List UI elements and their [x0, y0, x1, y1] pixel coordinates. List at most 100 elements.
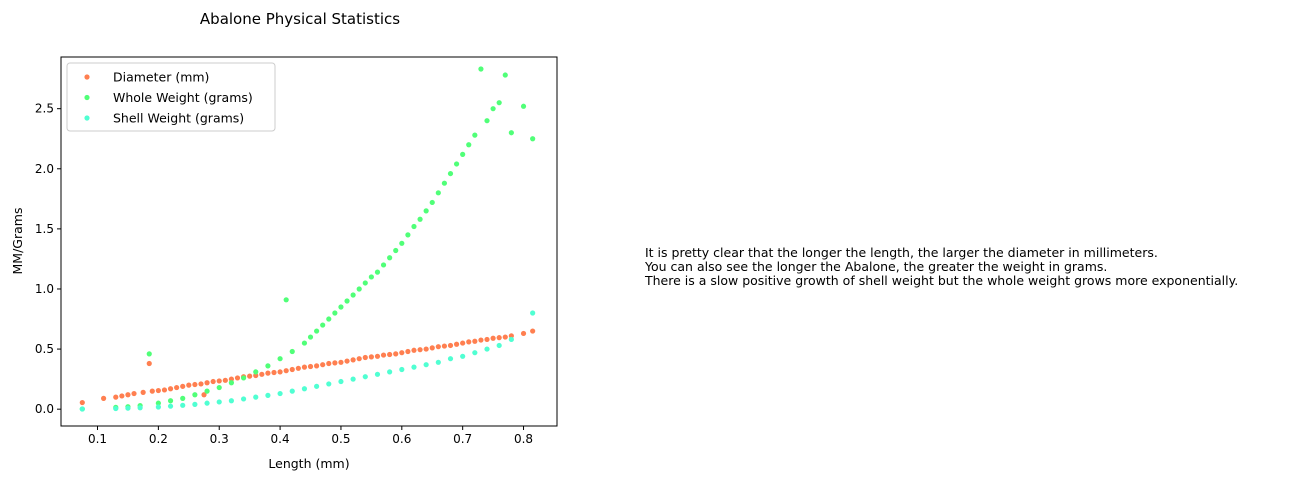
scatter-point — [320, 362, 326, 368]
x-tick-label: 0.4 — [271, 432, 290, 446]
scatter-point — [423, 346, 429, 352]
scatter-point — [277, 390, 283, 397]
scatter-point — [204, 400, 210, 406]
scatter-point — [447, 342, 454, 349]
legend-label: Whole Weight (grams) — [113, 90, 253, 105]
scatter-point — [435, 344, 441, 350]
scatter-point — [405, 232, 411, 238]
y-tick-label: 1.5 — [35, 222, 54, 236]
scatter-point — [530, 310, 536, 316]
legend-marker — [84, 115, 90, 121]
scatter-point — [520, 330, 527, 337]
scatter-point — [472, 132, 478, 138]
scatter-point — [374, 269, 381, 275]
scatter-point — [484, 346, 490, 352]
scatter-point — [301, 364, 308, 370]
plot-area — [79, 66, 536, 412]
commentary-text: It is pretty clear that the longer the l… — [645, 246, 1238, 288]
scatter-point — [228, 380, 234, 386]
series-3 — [79, 310, 536, 412]
scatter-point — [155, 387, 161, 394]
scatter-point — [387, 255, 393, 261]
scatter-point — [131, 390, 137, 397]
legend: Diameter (mm) Whole Weight (grams) Shell W… — [66, 62, 276, 132]
scatter-point — [289, 348, 295, 355]
scatter-point — [338, 378, 344, 385]
scatter-point — [393, 247, 399, 254]
scatter-point — [368, 274, 374, 280]
scatter-point — [161, 387, 168, 393]
scatter-point — [204, 380, 210, 386]
scatter-point — [453, 341, 460, 347]
legend-label: Shell Weight (grams) — [113, 111, 244, 126]
scatter-point — [210, 378, 216, 385]
scatter-point — [277, 356, 283, 362]
legend-entries: Diameter (mm) Whole Weight (grams) Shell W… — [84, 70, 253, 126]
scatter-point — [496, 342, 502, 349]
scatter-point — [204, 388, 210, 394]
scatter-point — [417, 216, 423, 222]
scatter-point — [429, 199, 435, 206]
scatter-point — [387, 369, 393, 375]
scatter-point — [253, 394, 259, 400]
legend-box — [66, 62, 276, 132]
scatter-point — [167, 398, 174, 404]
scatter-point — [146, 351, 152, 357]
scatter-point — [496, 100, 502, 106]
scatter-point — [338, 304, 344, 310]
scatter-point — [405, 348, 411, 355]
x-tick-label: 0.2 — [149, 432, 168, 446]
scatter-point — [265, 363, 271, 369]
scatter-point — [429, 345, 435, 351]
scatter-point — [79, 406, 85, 412]
scatter-point — [140, 389, 146, 395]
x-tick-label: 0.6 — [392, 432, 411, 446]
scatter-point — [125, 405, 131, 411]
scatter-point — [216, 399, 222, 405]
y-tick-label: 1.0 — [35, 282, 54, 296]
scatter-point — [453, 161, 460, 167]
scatter-point — [387, 351, 393, 358]
commentary-line-1: It is pretty clear that the longer the l… — [645, 245, 1158, 260]
scatter-point — [484, 336, 490, 343]
scatter-point — [240, 396, 247, 402]
y-tick-label: 0.5 — [35, 342, 54, 356]
x-tick-label: 0.7 — [453, 432, 472, 446]
scatter-point — [79, 399, 85, 406]
scatter-point — [472, 338, 478, 344]
scatter-point — [502, 334, 508, 340]
scatter-point — [344, 298, 350, 304]
scatter-point — [362, 354, 368, 361]
scatter-point — [314, 363, 320, 369]
scatter-point — [125, 392, 131, 398]
scatter-point — [484, 118, 490, 124]
scatter-point — [216, 378, 222, 384]
scatter-point — [344, 358, 350, 364]
x-axis-label: Length (mm) — [268, 456, 349, 471]
scatter-point — [447, 170, 454, 177]
scatter-point — [490, 335, 496, 341]
scatter-point — [277, 369, 283, 375]
scatter-point — [356, 356, 362, 362]
scatter-point — [320, 322, 326, 328]
scatter-point — [113, 394, 119, 400]
scatter-point — [466, 142, 472, 148]
scatter-point — [508, 336, 514, 343]
scatter-point — [332, 360, 338, 366]
scatter-point — [423, 208, 429, 214]
scatter-point — [283, 368, 289, 374]
scatter-point — [247, 373, 253, 379]
scatter-point — [301, 340, 308, 346]
scatter-point — [350, 292, 356, 298]
legend-marker — [84, 94, 90, 101]
scatter-point — [508, 333, 514, 339]
scatter-point — [180, 395, 186, 401]
scatter-point — [338, 359, 344, 365]
scatter-point — [362, 280, 368, 286]
scatter-point — [216, 384, 222, 391]
scatter-point — [368, 354, 374, 360]
x-tick-label: 0.5 — [331, 432, 350, 446]
scatter-point — [222, 377, 228, 383]
scatter-point — [380, 262, 387, 268]
